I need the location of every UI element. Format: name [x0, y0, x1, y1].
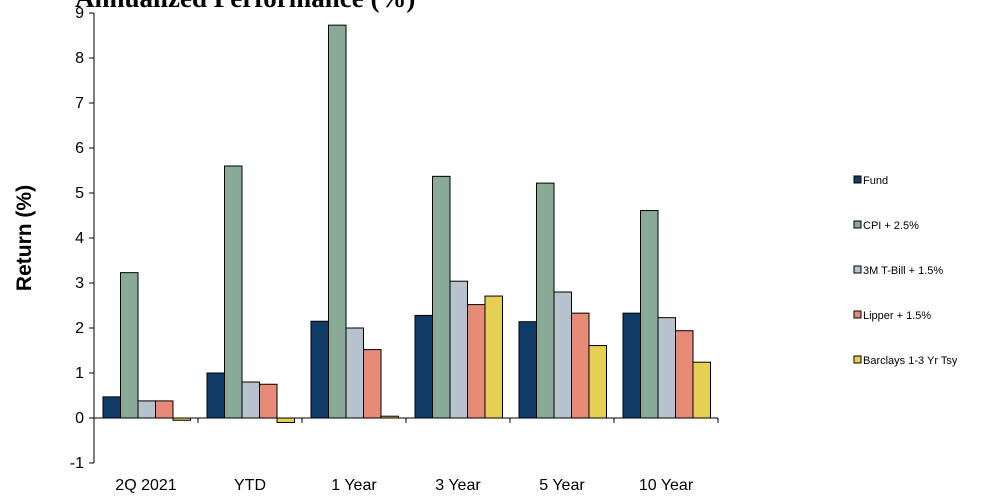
bar: [640, 210, 659, 419]
legend-swatch: [853, 355, 862, 364]
bar: [102, 396, 121, 419]
y-tick-label: 5: [75, 185, 84, 202]
tick-labels: -1 0 1 2 3 4 5 6 7 8 9 2Q 2021 YTD 1 Year 3 Year 5 Year…: [70, 5, 694, 494]
bar: [259, 383, 278, 419]
bars: [102, 24, 711, 423]
bar: [155, 400, 174, 419]
bar: [206, 372, 225, 419]
bar: [553, 291, 572, 419]
y-tick-label: 8: [75, 50, 84, 67]
chart-title: Annualized Performance (%): [75, 0, 415, 13]
bar: [449, 280, 468, 419]
y-tick-label: 9: [75, 5, 84, 22]
axes: [89, 12, 719, 464]
legend-swatch: [853, 310, 862, 319]
bar: [692, 361, 711, 419]
bar: [310, 320, 329, 419]
bar: [137, 400, 156, 419]
bar: [172, 417, 191, 421]
x-tick-label: 3 Year: [435, 477, 481, 494]
x-tick-label: 1 Year: [331, 477, 377, 494]
y-tick-label: 7: [75, 95, 84, 112]
bar: [432, 175, 451, 419]
legend-swatch: [853, 220, 862, 229]
bar: [484, 295, 503, 419]
y-tick-label: 0: [75, 410, 84, 427]
legend-label: CPI + 2.5%: [863, 220, 919, 232]
y-tick-label: 6: [75, 140, 84, 157]
bar: [571, 312, 590, 419]
bar: [241, 381, 260, 419]
y-tick-label: 4: [75, 230, 84, 247]
legend-swatch: [853, 265, 862, 274]
bar: [588, 345, 607, 419]
legend-label: Lipper + 1.5%: [863, 310, 931, 322]
bar: [328, 24, 347, 419]
x-tick-label: 10 Year: [639, 477, 694, 494]
bar: [622, 312, 641, 419]
legend-label: Fund: [863, 175, 888, 187]
y-tick-label: 1: [75, 365, 84, 382]
legend: Fund CPI + 2.5% 3M T-Bill + 1.5% Lipper + 1…: [853, 175, 958, 367]
bar: [120, 272, 139, 419]
bar: [363, 349, 382, 419]
y-tick-label: 3: [75, 275, 84, 292]
legend-label: 3M T-Bill + 1.5%: [863, 265, 943, 277]
bar: [380, 415, 399, 419]
y-axis-label: Return (%): [13, 185, 36, 291]
x-tick-label: 5 Year: [539, 477, 585, 494]
bar: [467, 304, 486, 419]
bar: [224, 165, 243, 419]
bar: [536, 182, 555, 419]
bar: [657, 317, 676, 419]
x-tick-label: 2Q 2021: [115, 477, 176, 494]
legend-swatch: [853, 175, 862, 184]
legend-label: Barclays 1-3 Yr Tsy: [863, 355, 958, 367]
bar: [414, 314, 433, 419]
x-tick-label: YTD: [234, 477, 266, 494]
bar: [276, 417, 295, 423]
y-tick-label: -1: [70, 455, 84, 472]
bar: [345, 327, 364, 419]
bar: [518, 321, 537, 419]
bar: [675, 330, 694, 419]
y-tick-label: 2: [75, 320, 84, 337]
